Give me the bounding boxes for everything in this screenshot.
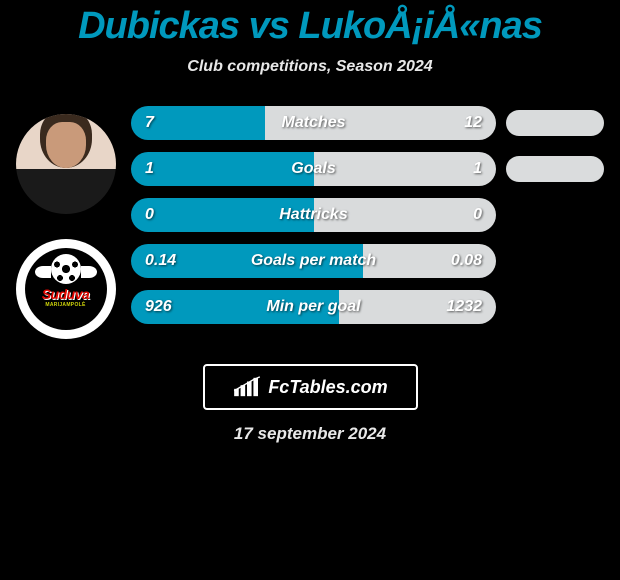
- stat-bar: 00Hattricks: [131, 198, 496, 232]
- stat-row: 9261232Min per goal: [131, 290, 604, 324]
- stat-label: Hattricks: [131, 198, 496, 232]
- club-avatar: Suduva MARIJAMPOLĖ: [16, 239, 116, 339]
- stat-label: Goals: [131, 152, 496, 186]
- bar-chart-icon: [232, 376, 262, 398]
- avatar-column: Suduva MARIJAMPOLĖ: [8, 106, 123, 339]
- winner-pill: [506, 110, 604, 136]
- stat-label: Goals per match: [131, 244, 496, 278]
- stat-bar: 11Goals: [131, 152, 496, 186]
- club-subtext: MARIJAMPOLĖ: [45, 302, 85, 308]
- winner-pill: [506, 248, 604, 274]
- club-badge: Suduva MARIJAMPOLĖ: [25, 248, 107, 330]
- player-avatar: [16, 114, 116, 214]
- date-label: 17 september 2024: [0, 424, 620, 444]
- stat-row: 0.140.08Goals per match: [131, 244, 604, 278]
- club-name: Suduva: [42, 286, 90, 302]
- stat-label: Min per goal: [131, 290, 496, 324]
- fctables-logo[interactable]: FcTables.com: [203, 364, 418, 410]
- stat-label: Matches: [131, 106, 496, 140]
- winner-pill: [506, 156, 604, 182]
- stat-bar: 9261232Min per goal: [131, 290, 496, 324]
- stat-row: 00Hattricks: [131, 198, 604, 232]
- stat-bar: 712Matches: [131, 106, 496, 140]
- stat-bar: 0.140.08Goals per match: [131, 244, 496, 278]
- logo-text: FcTables.com: [268, 377, 387, 398]
- winner-pill: [506, 294, 604, 320]
- widget-root: Dubickas vs LukoÅ¡iÅ«nas Club competitio…: [0, 0, 620, 444]
- stat-row: 712Matches: [131, 106, 604, 140]
- content-row: Suduva MARIJAMPOLĖ 712Matches 11Goals 00Ha…: [0, 106, 620, 339]
- subtitle: Club competitions, Season 2024: [0, 58, 620, 76]
- stats-column: 712Matches 11Goals 00Hattricks 0.140.08Goal…: [123, 106, 612, 324]
- stat-row: 11Goals: [131, 152, 604, 186]
- winner-pill: [506, 202, 604, 228]
- page-title: Dubickas vs LukoÅ¡iÅ«nas: [0, 5, 620, 48]
